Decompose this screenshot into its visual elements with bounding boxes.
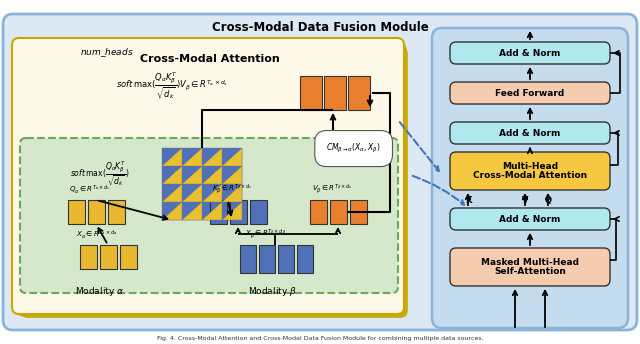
Bar (259, 245, 275, 273)
Text: $soft\,\max(\dfrac{Q_\alpha K_\beta^T}{\sqrt{d_k}})V_\beta \in R^{T_\alpha \time: $soft\,\max(\dfrac{Q_\alpha K_\beta^T}{\… (116, 70, 228, 101)
Bar (202, 166, 222, 184)
Bar (202, 148, 222, 166)
Text: $CM_{\beta\to\alpha}(X_\alpha,X_\beta)$: $CM_{\beta\to\alpha}(X_\alpha,X_\beta)$ (326, 142, 381, 155)
Text: Fig. 4. Cross-Modal Attention and Cross-Modal Data Fusion Module for combining m: Fig. 4. Cross-Modal Attention and Cross-… (157, 336, 483, 341)
Text: Add & Norm: Add & Norm (499, 49, 561, 57)
Text: $V_\beta \in R^{T_\beta \times d_s}$: $V_\beta \in R^{T_\beta \times d_s}$ (312, 182, 352, 196)
Bar (222, 202, 242, 220)
Text: $K_\beta \in R^{T_\beta \times d_s}$: $K_\beta \in R^{T_\beta \times d_s}$ (212, 182, 252, 196)
Text: Modality $\beta$: Modality $\beta$ (248, 285, 296, 298)
Bar (182, 202, 202, 220)
Bar (182, 166, 202, 184)
Polygon shape (162, 148, 182, 166)
Bar (240, 245, 256, 273)
Bar (210, 200, 227, 224)
Text: Cross-Modal Attention: Cross-Modal Attention (140, 54, 280, 64)
Bar (297, 245, 313, 273)
Text: V: V (522, 196, 528, 205)
Bar (350, 200, 367, 224)
Text: $X_\beta \in R^{T_\beta \times d_\beta}$: $X_\beta \in R^{T_\beta \times d_\beta}$ (246, 227, 287, 241)
Text: Add & Norm: Add & Norm (499, 129, 561, 138)
Bar (182, 148, 202, 166)
Bar (202, 202, 222, 220)
Text: Cross-Modal Data Fusion Module: Cross-Modal Data Fusion Module (212, 21, 428, 34)
FancyBboxPatch shape (450, 152, 610, 190)
Polygon shape (182, 166, 202, 184)
Polygon shape (162, 166, 182, 184)
Bar (80, 245, 97, 269)
Text: Cross-Modal Attention: Cross-Modal Attention (473, 171, 587, 180)
FancyBboxPatch shape (432, 28, 628, 328)
Text: $num\_heads$: $num\_heads$ (80, 46, 134, 59)
FancyBboxPatch shape (18, 44, 406, 316)
Polygon shape (202, 184, 222, 202)
Bar (222, 166, 242, 184)
Text: Feed Forward: Feed Forward (495, 88, 564, 97)
Bar (162, 166, 182, 184)
Polygon shape (222, 148, 242, 166)
Text: $soft\,\max(\dfrac{Q_\alpha K_\beta^T}{\sqrt{d_k}})$: $soft\,\max(\dfrac{Q_\alpha K_\beta^T}{\… (70, 160, 130, 188)
Text: Multi-Head: Multi-Head (502, 162, 558, 171)
Polygon shape (182, 148, 202, 166)
Bar (278, 245, 294, 273)
Bar (330, 200, 347, 224)
Bar (222, 148, 242, 166)
Polygon shape (182, 202, 202, 220)
Bar (230, 200, 247, 224)
Text: K: K (465, 196, 471, 205)
Text: Add & Norm: Add & Norm (499, 215, 561, 224)
Bar (348, 76, 370, 110)
Bar (68, 200, 85, 224)
Text: Self-Attention: Self-Attention (494, 267, 566, 276)
Polygon shape (182, 184, 202, 202)
FancyBboxPatch shape (450, 122, 610, 144)
Polygon shape (162, 184, 182, 202)
Polygon shape (162, 202, 182, 220)
FancyBboxPatch shape (450, 248, 610, 286)
FancyBboxPatch shape (450, 42, 610, 64)
Bar (108, 200, 125, 224)
Bar (162, 148, 182, 166)
Bar (162, 184, 182, 202)
Bar (310, 200, 327, 224)
FancyBboxPatch shape (3, 14, 637, 330)
Bar (182, 184, 202, 202)
Text: $Q_\alpha \in R^{T_\alpha \times d_s}$: $Q_\alpha \in R^{T_\alpha \times d_s}$ (69, 183, 111, 196)
Polygon shape (222, 184, 242, 202)
Bar (120, 245, 137, 269)
Polygon shape (222, 202, 242, 220)
Bar (250, 200, 267, 224)
Bar (88, 200, 105, 224)
Text: Modality $\alpha$: Modality $\alpha$ (76, 285, 125, 298)
FancyBboxPatch shape (12, 38, 404, 314)
FancyBboxPatch shape (20, 138, 398, 293)
Polygon shape (202, 148, 222, 166)
Bar (300, 76, 322, 110)
Text: $X_\alpha \in R^{T_\alpha \times d_\alpha}$: $X_\alpha \in R^{T_\alpha \times d_\alph… (76, 228, 118, 241)
Bar (222, 184, 242, 202)
Text: Q: Q (545, 196, 552, 205)
Bar (202, 184, 222, 202)
Bar (324, 76, 346, 110)
Polygon shape (202, 202, 222, 220)
FancyBboxPatch shape (450, 208, 610, 230)
FancyBboxPatch shape (21, 47, 407, 317)
Polygon shape (202, 166, 222, 184)
FancyBboxPatch shape (450, 82, 610, 104)
Bar (162, 202, 182, 220)
Bar (100, 245, 117, 269)
Text: Masked Multi-Head: Masked Multi-Head (481, 258, 579, 267)
Polygon shape (222, 166, 242, 184)
FancyBboxPatch shape (15, 41, 405, 315)
